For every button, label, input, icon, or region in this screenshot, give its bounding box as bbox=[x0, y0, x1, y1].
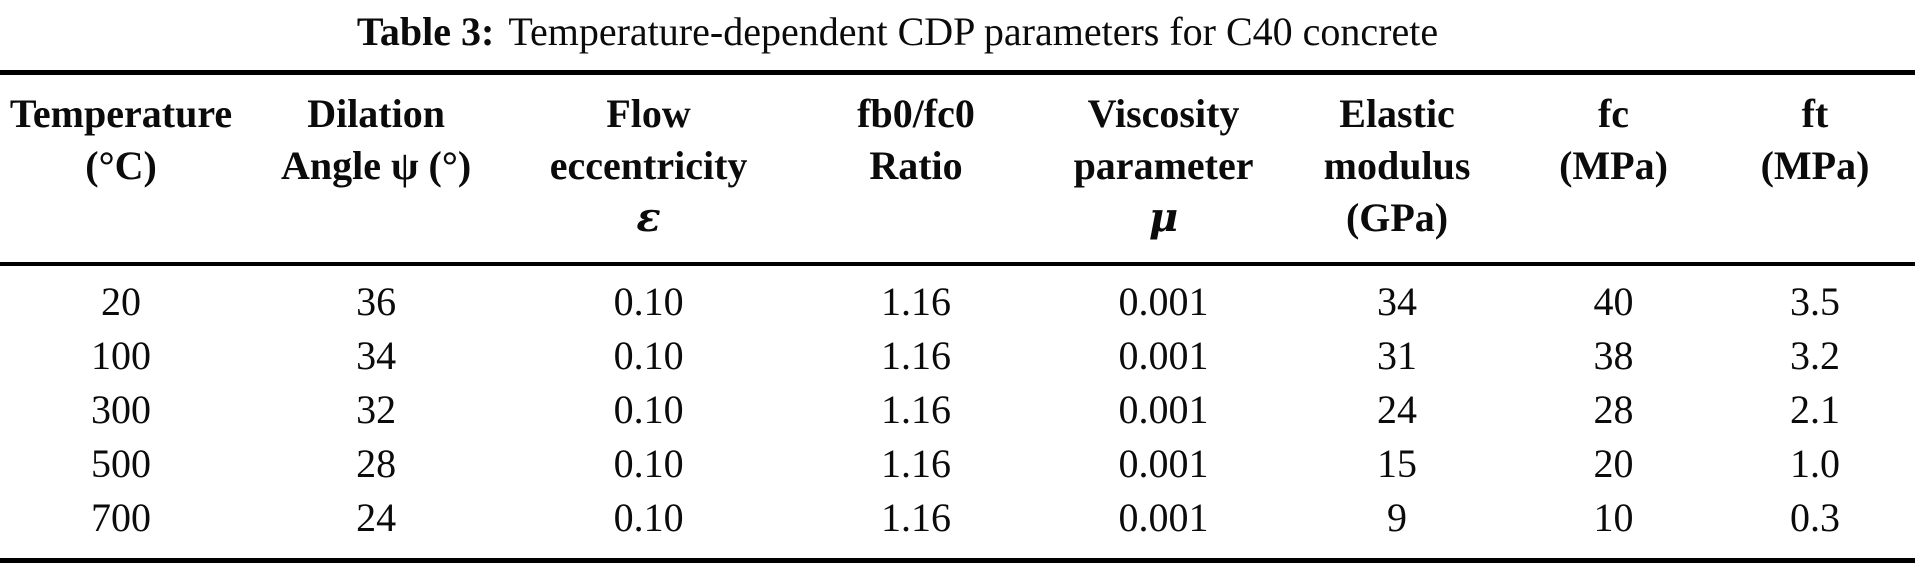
table-cell: 0.10 bbox=[613, 440, 684, 486]
table-cell: 20 bbox=[101, 278, 142, 324]
table-cell: 0.001 bbox=[1118, 440, 1209, 486]
column-header-temperature: Temperature (°C) bbox=[0, 88, 242, 262]
table-cell: 500 bbox=[91, 440, 152, 486]
header-line: fc bbox=[1597, 91, 1630, 136]
header-line: eccentricity bbox=[549, 143, 748, 188]
table-row: 300 32 0.10 1.16 0.001 24 28 2.1 bbox=[0, 382, 1915, 436]
column-header-fb0-fc0-ratio: fb0/fc0 Ratio bbox=[787, 88, 1045, 262]
mu-symbol: μ bbox=[1148, 194, 1179, 241]
data-table: 20 36 0.10 1.16 0.001 34 40 3.5 100 34 0… bbox=[0, 274, 1915, 544]
header-line: (°C) bbox=[85, 143, 157, 188]
table-cell: 1.16 bbox=[881, 494, 952, 540]
table-cell: 0.001 bbox=[1118, 386, 1209, 432]
top-rule bbox=[0, 70, 1915, 75]
header-line: Temperature bbox=[9, 91, 233, 136]
table-cell: 0.001 bbox=[1118, 278, 1209, 324]
header-line: Flow bbox=[606, 91, 691, 136]
table-cell: 1.16 bbox=[881, 440, 952, 486]
table-cell: 28 bbox=[1593, 386, 1634, 432]
table-cell: 1.16 bbox=[881, 386, 952, 432]
table-cell: 34 bbox=[1377, 278, 1418, 324]
table-cell: 20 bbox=[1593, 440, 1634, 486]
table-cell: 1.16 bbox=[881, 332, 952, 378]
table-row: 20 36 0.10 1.16 0.001 34 40 3.5 bbox=[0, 274, 1915, 328]
header-line: Viscosity bbox=[1087, 91, 1240, 136]
header-line: (MPa) bbox=[1760, 143, 1870, 188]
column-header-flow-eccentricity: Flow eccentricity ε bbox=[510, 88, 787, 262]
table-cell: 36 bbox=[356, 278, 397, 324]
table-caption-text: Temperature-dependent CDP parameters for… bbox=[508, 9, 1439, 54]
table-cell: 0.3 bbox=[1790, 494, 1840, 540]
table-cell: 38 bbox=[1593, 332, 1634, 378]
header-line: fb0/fc0 bbox=[857, 91, 975, 136]
header-line: Elastic bbox=[1339, 91, 1455, 136]
table-row: 700 24 0.10 1.16 0.001 9 10 0.3 bbox=[0, 490, 1915, 544]
table-cell: 0.10 bbox=[613, 332, 684, 378]
table-cell: 3.2 bbox=[1790, 332, 1840, 378]
table-row: 100 34 0.10 1.16 0.001 31 38 3.2 bbox=[0, 328, 1915, 382]
table-cell: 0.10 bbox=[613, 386, 684, 432]
table-cell: 0.001 bbox=[1118, 494, 1209, 540]
table-cell: 15 bbox=[1377, 440, 1418, 486]
column-header-fc: fc (MPa) bbox=[1512, 88, 1715, 262]
header-line: parameter bbox=[1073, 143, 1254, 188]
table-cell: 0.10 bbox=[613, 494, 684, 540]
table-header-row: Temperature (°C) Dilation Angle ψ (°) Fl… bbox=[0, 75, 1915, 262]
mid-rule bbox=[0, 262, 1915, 266]
column-header-dilation-angle: Dilation Angle ψ (°) bbox=[242, 88, 510, 262]
table-caption: Table 3: Temperature-dependent CDP parame… bbox=[0, 0, 1855, 70]
column-header-elastic-modulus: Elastic modulus (GPa) bbox=[1282, 88, 1512, 262]
table-cell: 28 bbox=[356, 440, 397, 486]
table-cell: 34 bbox=[356, 332, 397, 378]
header-line: Dilation bbox=[307, 91, 445, 136]
table-cell: 9 bbox=[1387, 494, 1408, 540]
header-line: Angle ψ (°) bbox=[281, 143, 472, 188]
table-cell: 0.001 bbox=[1118, 332, 1209, 378]
table-cell: 10 bbox=[1593, 494, 1634, 540]
epsilon-symbol: ε bbox=[636, 194, 661, 241]
table-cell: 24 bbox=[1377, 386, 1418, 432]
table-cell: 100 bbox=[91, 332, 152, 378]
table-cell: 32 bbox=[356, 386, 397, 432]
table-cell: 0.10 bbox=[613, 278, 684, 324]
table-body: 20 36 0.10 1.16 0.001 34 40 3.5 100 34 0… bbox=[0, 266, 1915, 558]
table-caption-label: Table 3: bbox=[356, 9, 495, 54]
table-cell: 31 bbox=[1377, 332, 1418, 378]
table-cell: 1.0 bbox=[1790, 440, 1840, 486]
header-line: (GPa) bbox=[1345, 195, 1449, 240]
header-line: modulus bbox=[1323, 143, 1471, 188]
column-header-viscosity-parameter: Viscosity parameter μ bbox=[1045, 88, 1282, 262]
table-cell: 2.1 bbox=[1790, 386, 1840, 432]
table-cell: 3.5 bbox=[1790, 278, 1840, 324]
table-cell: 1.16 bbox=[881, 278, 952, 324]
table-row: 500 28 0.10 1.16 0.001 15 20 1.0 bbox=[0, 436, 1915, 490]
header-line: ft bbox=[1801, 91, 1829, 136]
bottom-rule bbox=[0, 558, 1915, 563]
column-header-ft: ft (MPa) bbox=[1715, 88, 1915, 262]
table-cell: 300 bbox=[91, 386, 152, 432]
header-line: Ratio bbox=[869, 143, 963, 188]
table-cell: 700 bbox=[91, 494, 152, 540]
table-cell: 40 bbox=[1593, 278, 1634, 324]
header-line: (MPa) bbox=[1559, 143, 1668, 188]
table-cell: 24 bbox=[356, 494, 397, 540]
